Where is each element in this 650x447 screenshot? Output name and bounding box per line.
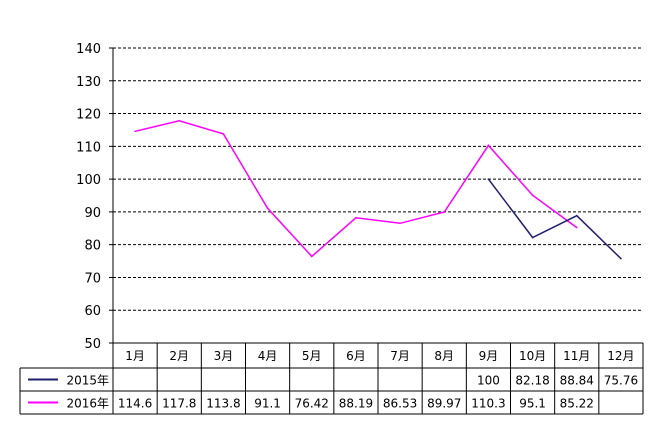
data-point-1-7	[443, 211, 446, 213]
series-lines	[134, 119, 622, 260]
data-label-1-6: 86.53	[383, 397, 417, 411]
y-tick-label-60: 60	[84, 304, 101, 319]
y-tick-label-120: 120	[76, 108, 101, 123]
y-tick-label-100: 100	[76, 173, 101, 188]
data-point-1-5	[355, 217, 357, 219]
legend-label-1: 2016年	[66, 397, 109, 411]
category-label-1: 2月	[169, 349, 189, 363]
data-label-1-2: 113.8	[206, 397, 240, 411]
data-point-0-8	[487, 178, 490, 180]
y-tick-label-80: 80	[84, 239, 101, 254]
data-point-0-9	[531, 236, 534, 239]
y-tick-label-110: 110	[76, 140, 101, 155]
data-label-1-9: 95.1	[519, 397, 546, 411]
y-tick-label-50: 50	[84, 337, 101, 352]
data-label-0-11: 75.76	[604, 374, 638, 388]
data-point-1-1	[178, 119, 181, 122]
category-label-2: 3月	[214, 349, 234, 363]
data-label-1-1: 117.8	[162, 397, 196, 411]
data-point-0-11	[620, 257, 622, 260]
category-label-8: 9月	[479, 349, 499, 363]
data-label-0-10: 88.84	[560, 374, 594, 388]
y-tick-label-140: 140	[76, 42, 101, 57]
y-tick-label-70: 70	[84, 271, 101, 286]
data-label-0-9: 82.18	[515, 374, 549, 388]
category-label-10: 11月	[563, 349, 590, 363]
grid-lines	[113, 47, 643, 311]
category-label-0: 1月	[125, 349, 145, 363]
y-axis-ticks: 140 130 120 110 100 90 80 70 60 50	[76, 42, 114, 352]
data-point-1-0	[134, 130, 136, 133]
data-label-0-8: 100	[477, 374, 500, 388]
data-label-1-10: 85.22	[560, 397, 594, 411]
series-line-1	[134, 120, 578, 258]
y-tick-label-130: 130	[76, 75, 101, 90]
data-label-1-0: 114.6	[118, 397, 152, 411]
category-label-6: 7月	[390, 349, 410, 363]
data-table: 1月 2月 3月 4月 5月 6月 7月 8月 9月 10月 11月 12月 2015年 100 82.18…	[19, 342, 644, 415]
series-line-0	[487, 178, 622, 260]
data-point-1-9	[531, 194, 534, 196]
category-label-7: 8月	[434, 349, 454, 363]
data-label-1-4: 76.42	[295, 397, 329, 411]
data-label-1-3: 91.1	[254, 397, 281, 411]
data-point-1-3	[266, 207, 269, 210]
y-tick-label-90: 90	[84, 206, 101, 221]
data-label-1-5: 88.19	[339, 397, 373, 411]
category-label-11: 12月	[607, 349, 634, 363]
data-point-1-2	[222, 133, 225, 135]
data-label-1-8: 110.3	[471, 397, 505, 411]
data-point-1-10	[575, 226, 578, 229]
data-label-1-7: 89.97	[427, 397, 461, 411]
category-label-4: 5月	[302, 349, 322, 363]
category-label-3: 4月	[258, 349, 278, 363]
data-point-1-6	[399, 222, 401, 225]
legend-label-0: 2015年	[66, 374, 109, 388]
category-label-9: 10月	[519, 349, 546, 363]
data-point-0-10	[575, 214, 578, 217]
category-label-5: 6月	[346, 349, 366, 363]
data-point-1-8	[487, 144, 490, 147]
data-point-1-4	[310, 255, 313, 258]
